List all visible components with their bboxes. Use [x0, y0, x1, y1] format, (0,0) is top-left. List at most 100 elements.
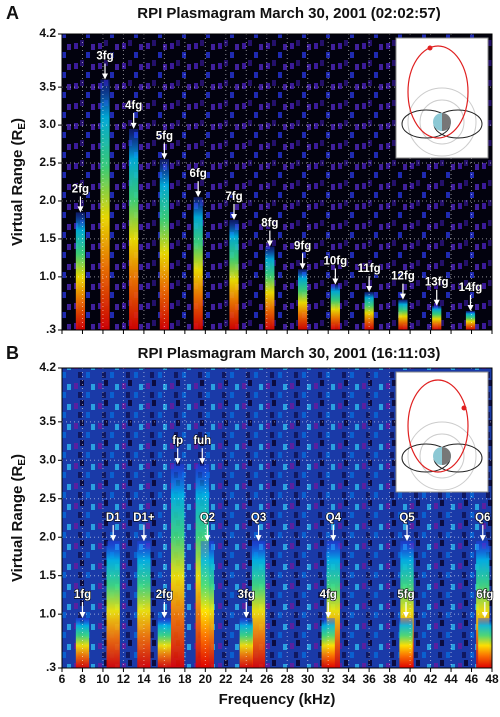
echo-ridge	[432, 305, 442, 330]
echo-ridge	[364, 292, 374, 330]
echo-ridge	[399, 618, 413, 668]
arrow-head	[110, 535, 117, 542]
echo-ridge	[75, 212, 86, 330]
annotation: 4fg	[320, 589, 337, 601]
arrow-head	[130, 122, 137, 129]
orbit-inset	[395, 371, 489, 493]
y-tick-label: 3.0	[39, 117, 56, 131]
y-tick-label: 3.5	[39, 79, 56, 93]
annotation: 6fg	[476, 589, 493, 601]
annotation: 13fg	[425, 277, 449, 289]
annotation: Q6	[475, 512, 490, 524]
annotation: 5fg	[397, 589, 414, 601]
annotation: D1+	[133, 512, 155, 524]
x-tick-label: 26	[260, 672, 274, 686]
echo-ridge	[229, 219, 239, 330]
annotation: Q2	[200, 512, 215, 524]
echo-ridge	[321, 618, 335, 668]
arrow-head	[255, 535, 262, 542]
arrow-head	[204, 535, 211, 542]
y-tick-label: .3	[46, 322, 56, 336]
x-tick-label: 6	[59, 672, 66, 686]
x-tick-label: 16	[158, 672, 172, 686]
x-tick-label: 48	[485, 672, 499, 686]
y-tick-label: 1.5	[39, 568, 56, 582]
annotation: 1fg	[74, 589, 91, 601]
y-tick-label: 3.5	[39, 414, 56, 428]
panel-label: A	[6, 3, 19, 23]
x-axis-title: Frequency (kHz)	[219, 691, 336, 708]
x-tick-label: 28	[281, 672, 295, 686]
annotation: 12fg	[391, 271, 415, 283]
echo-ridge	[478, 618, 492, 668]
y-tick-label: 4.2	[39, 26, 56, 40]
annotation: 11fg	[358, 263, 381, 275]
echo-ridge	[193, 197, 203, 330]
echo-ridge	[159, 159, 169, 330]
arrow-head	[195, 191, 202, 198]
echo-ridge	[465, 311, 476, 330]
x-tick-label: 18	[178, 672, 192, 686]
annotation: 10fg	[324, 255, 348, 267]
echo-ridge	[398, 299, 408, 330]
x-tick-label: 30	[301, 672, 315, 686]
arrow-head	[467, 305, 474, 312]
y-tick-label: 2.5	[39, 155, 56, 169]
arrow-head	[266, 240, 273, 247]
arrow-head	[330, 535, 337, 542]
y-tick-label: 2.0	[39, 193, 56, 207]
echo-ridge	[200, 541, 215, 668]
x-tick-label: 14	[137, 672, 151, 686]
y-axis-title-part: Virtual Range (R	[9, 129, 26, 246]
x-tick-label: 46	[465, 672, 479, 686]
y-axis-title-part: )	[9, 118, 26, 123]
plot-frame	[61, 33, 493, 331]
chart-title: RPI Plasmagram March 30, 2001 (16:11:03)	[138, 345, 441, 362]
x-tick-label: 12	[117, 672, 131, 686]
annotation: D1	[106, 512, 121, 524]
arrow-head	[77, 206, 84, 213]
annotation: fp	[172, 435, 183, 447]
arrow-head	[404, 535, 411, 542]
arrow-head	[299, 263, 306, 270]
x-tick-label: 10	[96, 672, 110, 686]
y-tick-label: 1.5	[39, 231, 56, 245]
echo-ridge	[265, 246, 275, 330]
arrow-head	[174, 458, 181, 465]
annotation: 3fg	[96, 51, 113, 63]
x-tick-label: 8	[79, 672, 86, 686]
annotation: 14fg	[459, 282, 483, 294]
arrow-head	[403, 612, 409, 618]
y-axis-title-part: E	[17, 123, 28, 130]
echo-ridge	[171, 464, 185, 668]
arrow-head	[433, 299, 440, 306]
echo-ridge	[157, 618, 172, 668]
arrow-head	[325, 612, 332, 618]
panel-label: B	[6, 343, 19, 363]
annotation: 8fg	[261, 218, 278, 230]
echo-ridge	[129, 128, 139, 330]
x-tick-label: 40	[403, 672, 417, 686]
x-tick-label: 20	[199, 672, 213, 686]
y-axis-title-part: Virtual Range (R	[9, 465, 26, 582]
x-tick-label: 24	[240, 672, 254, 686]
annotation: Q4	[326, 512, 342, 524]
arrow-head	[399, 293, 406, 300]
arrow-head	[243, 612, 250, 618]
arrow-head	[161, 612, 168, 618]
y-tick-label: 3.0	[39, 452, 56, 466]
annotation: 5fg	[156, 130, 173, 142]
annotation: 9fg	[294, 240, 311, 252]
x-tick-label: 34	[342, 672, 356, 686]
annotation: 6fg	[190, 168, 207, 180]
y-axis-title-part: )	[9, 454, 26, 459]
x-tick-label: 42	[424, 672, 438, 686]
annotation: 2fg	[156, 589, 173, 601]
y-tick-label: .3	[46, 660, 56, 674]
arrow-head	[199, 458, 206, 465]
echo-ridge	[297, 269, 308, 330]
x-tick-label: 44	[444, 672, 458, 686]
arrow-head	[231, 213, 237, 220]
annotation: Q5	[399, 512, 415, 524]
orbit-inset	[395, 37, 489, 159]
